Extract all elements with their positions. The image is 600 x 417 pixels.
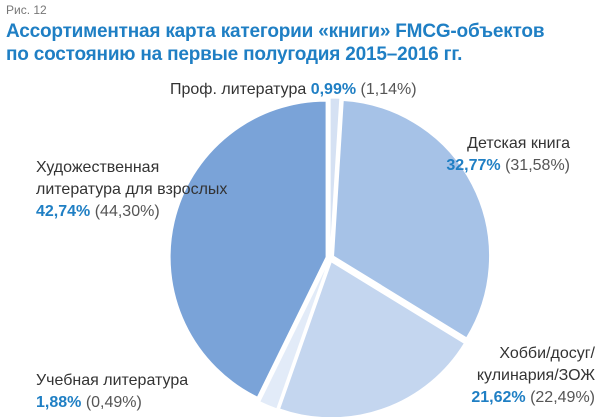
label-prof-literatura-value: 0,99% bbox=[310, 81, 357, 98]
chart-title-line-2: по состоянию на первые полугодия 2015–20… bbox=[6, 44, 463, 65]
label-khudozhestvennaya-name-line-1: Художественная bbox=[36, 159, 160, 176]
figure-label: Рис. 12 bbox=[6, 3, 47, 17]
label-uchebnaya-previous: (0,49%) bbox=[85, 394, 142, 411]
label-hobbi-name-line-2: кулинария/ЗОЖ bbox=[476, 367, 595, 384]
label-hobbi-previous: (22,49%) bbox=[530, 389, 595, 406]
label-prof-literatura-previous: (1,14%) bbox=[360, 81, 417, 98]
label-khudozhestvennaya-value: 42,74% bbox=[36, 203, 91, 220]
label-khudozhestvennaya: Художественная литература для взрослых 4… bbox=[36, 157, 227, 223]
pie-slice-khudozhestvennaya bbox=[169, 100, 327, 398]
label-detskaya-kniga-previous: (31,58%) bbox=[505, 157, 570, 174]
label-uchebnaya: Учебная литература 1,88% (0,49%) bbox=[36, 370, 188, 414]
pie-slice-hobbi bbox=[278, 261, 465, 417]
label-hobbi: Хобби/досуг/ кулинария/ЗОЖ 21,62% (22,49… bbox=[425, 343, 595, 409]
label-detskaya-kniga-value: 32,77% bbox=[446, 157, 501, 174]
label-hobbi-name-line-1: Хобби/досуг/ bbox=[499, 345, 595, 362]
label-hobbi-value: 21,62% bbox=[471, 389, 526, 406]
label-detskaya-kniga-name: Детская книга bbox=[467, 135, 570, 152]
chart-title-line-1: Ассортиментная карта категории «книги» F… bbox=[6, 21, 545, 42]
label-prof-literatura-name: Проф. литература bbox=[170, 81, 307, 98]
label-khudozhestvennaya-name-line-2: литература для взрослых bbox=[36, 181, 228, 198]
label-uchebnaya-name: Учебная литература bbox=[36, 372, 189, 389]
pie-slice-prof-literatura bbox=[329, 97, 341, 255]
pie-slice-detskaya-kniga bbox=[333, 99, 491, 339]
label-uchebnaya-value: 1,88% bbox=[36, 394, 82, 411]
label-detskaya-kniga: Детская книга 32,77% (31,58%) bbox=[430, 133, 570, 177]
chart-title: Ассортиментная карта категории «книги» F… bbox=[6, 20, 596, 66]
label-khudozhestvennaya-previous: (44,30%) bbox=[94, 203, 160, 220]
label-prof-literatura: Проф. литература 0,99% (1,14%) bbox=[170, 79, 417, 101]
pie-slice-uchebnaya bbox=[259, 261, 329, 410]
